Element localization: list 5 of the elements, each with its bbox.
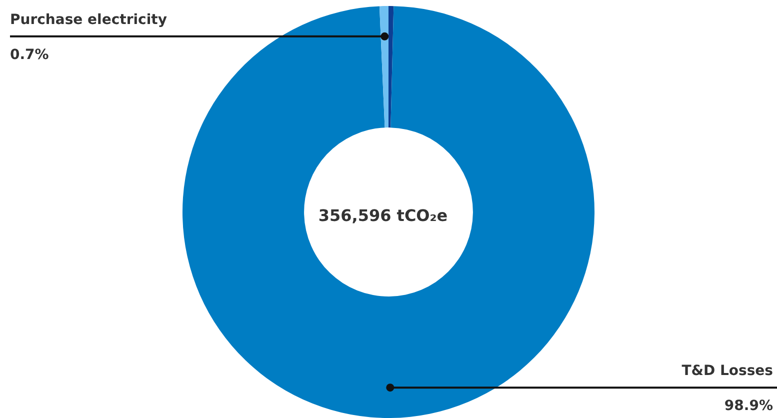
text: 356,596 tCO₂e [317,206,449,224]
slice-label: Purchase electricity [10,12,167,28]
data-label: 98.9% [724,398,773,414]
slice-label: T&D Losses [682,363,773,380]
data-label: 0.7% [10,47,49,64]
